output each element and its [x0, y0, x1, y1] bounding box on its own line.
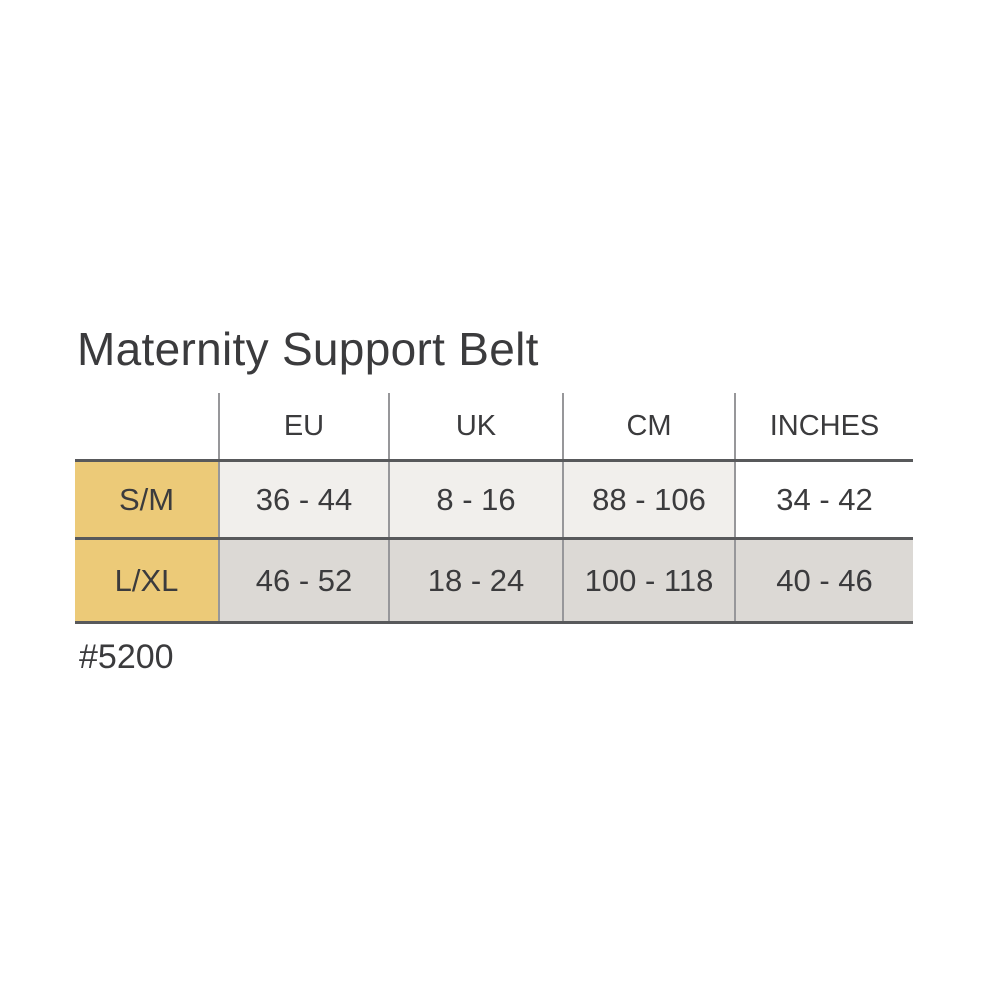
cell-lxl-eu: 46 - 52: [219, 538, 390, 623]
cell-lxl-cm: 100 - 118: [563, 538, 736, 623]
cell-lxl-uk: 18 - 24: [389, 538, 564, 623]
table-row-lxl: L/XL 46 - 52 18 - 24 100 - 118 40 - 46: [75, 538, 913, 623]
product-code: #5200: [79, 638, 174, 676]
header-row: EU UK CM INCHES: [75, 393, 913, 461]
row-label-lxl: L/XL: [75, 538, 220, 623]
size-table: EU UK CM INCHES S/M 36 - 44 8 - 16 88 - …: [75, 393, 913, 624]
cell-sm-eu: 36 - 44: [219, 460, 390, 539]
cell-sm-uk: 8 - 16: [389, 460, 564, 539]
table-row-sm: S/M 36 - 44 8 - 16 88 - 106 34 - 42: [75, 460, 913, 539]
col-header-cm: CM: [563, 393, 736, 461]
cell-lxl-inches: 40 - 46: [735, 538, 913, 623]
cell-sm-inches: 34 - 42: [776, 481, 873, 517]
page-title: Maternity Support Belt: [77, 323, 539, 375]
row-label-sm: S/M: [75, 460, 220, 539]
corner-cell: [75, 393, 220, 461]
cell-sm-cm: 88 - 106: [563, 460, 736, 539]
col-header-inches: INCHES: [769, 409, 880, 442]
col-header-eu: EU: [219, 393, 390, 461]
col-header-uk: UK: [389, 393, 564, 461]
